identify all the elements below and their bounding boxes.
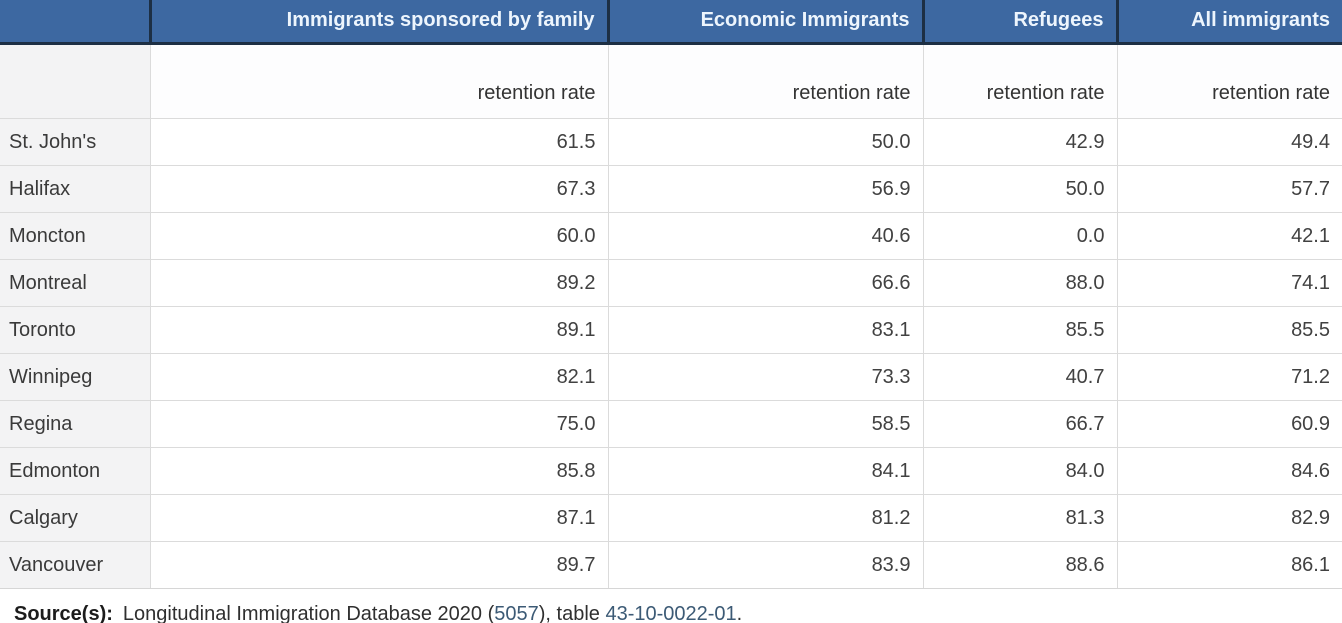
- table-row: Halifax 67.3 56.9 50.0 57.7: [0, 165, 1342, 213]
- value-cell: 49.4: [1116, 118, 1342, 166]
- value-cell: 88.0: [922, 259, 1117, 307]
- header-row: Immigrants sponsored by family Economic …: [0, 0, 1342, 45]
- value-cell: 56.9: [607, 165, 923, 213]
- value-cell: 82.9: [1116, 494, 1342, 542]
- value-cell: 40.7: [922, 353, 1117, 401]
- table-row: Moncton 60.0 40.6 0.0 42.1: [0, 212, 1342, 260]
- row-header: Edmonton: [0, 447, 150, 495]
- table-row: Edmonton 85.8 84.1 84.0 84.6: [0, 447, 1342, 495]
- subheader-retention-rate: retention rate: [1116, 43, 1342, 119]
- row-header: Halifax: [0, 165, 150, 213]
- source-note: Source(s): Longitudinal Immigration Datab…: [0, 589, 1342, 623]
- row-header: Toronto: [0, 306, 150, 354]
- value-cell: 42.9: [922, 118, 1117, 166]
- value-cell: 84.6: [1116, 447, 1342, 495]
- source-text: .: [736, 603, 743, 623]
- row-header: Calgary: [0, 494, 150, 542]
- value-cell: 89.2: [149, 259, 608, 307]
- table-row: Regina 75.0 58.5 66.7 60.9: [0, 400, 1342, 448]
- column-header-economic: Economic Immigrants: [606, 0, 923, 45]
- value-cell: 87.1: [149, 494, 608, 542]
- source-label: Source(s):: [14, 603, 113, 623]
- value-cell: 60.0: [149, 212, 608, 260]
- value-cell: 81.2: [607, 494, 923, 542]
- value-cell: 40.6: [607, 212, 923, 260]
- value-cell: 67.3: [149, 165, 608, 213]
- column-header-refugees: Refugees: [921, 0, 1117, 45]
- row-header: Regina: [0, 400, 150, 448]
- row-header: Winnipeg: [0, 353, 150, 401]
- value-cell: 0.0: [922, 212, 1117, 260]
- table-row: Toronto 89.1 83.1 85.5 85.5: [0, 306, 1342, 354]
- value-cell: 75.0: [149, 400, 608, 448]
- table-row: Winnipeg 82.1 73.3 40.7 71.2: [0, 353, 1342, 401]
- value-cell: 84.1: [607, 447, 923, 495]
- value-cell: 86.1: [1116, 541, 1342, 589]
- column-header-blank: [0, 0, 150, 45]
- value-cell: 50.0: [607, 118, 923, 166]
- value-cell: 58.5: [607, 400, 923, 448]
- row-header: Vancouver: [0, 541, 150, 589]
- subheader-retention-rate: retention rate: [607, 43, 923, 119]
- value-cell: 74.1: [1116, 259, 1342, 307]
- value-cell: 88.6: [922, 541, 1117, 589]
- value-cell: 66.6: [607, 259, 923, 307]
- value-cell: 66.7: [922, 400, 1117, 448]
- value-cell: 71.2: [1116, 353, 1342, 401]
- value-cell: 81.3: [922, 494, 1117, 542]
- value-cell: 89.1: [149, 306, 608, 354]
- value-cell: 50.0: [922, 165, 1117, 213]
- value-cell: 89.7: [149, 541, 608, 589]
- source-text: ), table: [538, 603, 606, 623]
- row-header: St. John's: [0, 118, 150, 166]
- value-cell: 83.1: [607, 306, 923, 354]
- subheader-row: retention rate retention rate retention …: [0, 43, 1342, 119]
- source-link-5057[interactable]: 5057: [494, 603, 539, 623]
- subheader-blank: [0, 43, 150, 119]
- value-cell: 85.5: [922, 306, 1117, 354]
- value-cell: 61.5: [149, 118, 608, 166]
- value-cell: 83.9: [607, 541, 923, 589]
- table-row: Calgary 87.1 81.2 81.3 82.9: [0, 494, 1342, 542]
- table-row: Vancouver 89.7 83.9 88.6 86.1: [0, 541, 1342, 589]
- column-header-family: Immigrants sponsored by family: [148, 0, 608, 45]
- retention-table: Immigrants sponsored by family Economic …: [0, 0, 1342, 589]
- source-text: Longitudinal Immigration Database 2020 (: [122, 603, 495, 623]
- value-cell: 85.8: [149, 447, 608, 495]
- value-cell: 82.1: [149, 353, 608, 401]
- value-cell: 85.5: [1116, 306, 1342, 354]
- value-cell: 84.0: [922, 447, 1117, 495]
- table-row: St. John's 61.5 50.0 42.9 49.4: [0, 118, 1342, 166]
- value-cell: 60.9: [1116, 400, 1342, 448]
- row-header: Moncton: [0, 212, 150, 260]
- subheader-retention-rate: retention rate: [149, 43, 608, 119]
- subheader-retention-rate: retention rate: [922, 43, 1117, 119]
- value-cell: 73.3: [607, 353, 923, 401]
- value-cell: 42.1: [1116, 212, 1342, 260]
- row-header: Montreal: [0, 259, 150, 307]
- value-cell: 57.7: [1116, 165, 1342, 213]
- source-link-table-number[interactable]: 43-10-0022-01: [605, 603, 737, 623]
- column-header-all: All immigrants: [1115, 0, 1342, 45]
- table-row: Montreal 89.2 66.6 88.0 74.1: [0, 259, 1342, 307]
